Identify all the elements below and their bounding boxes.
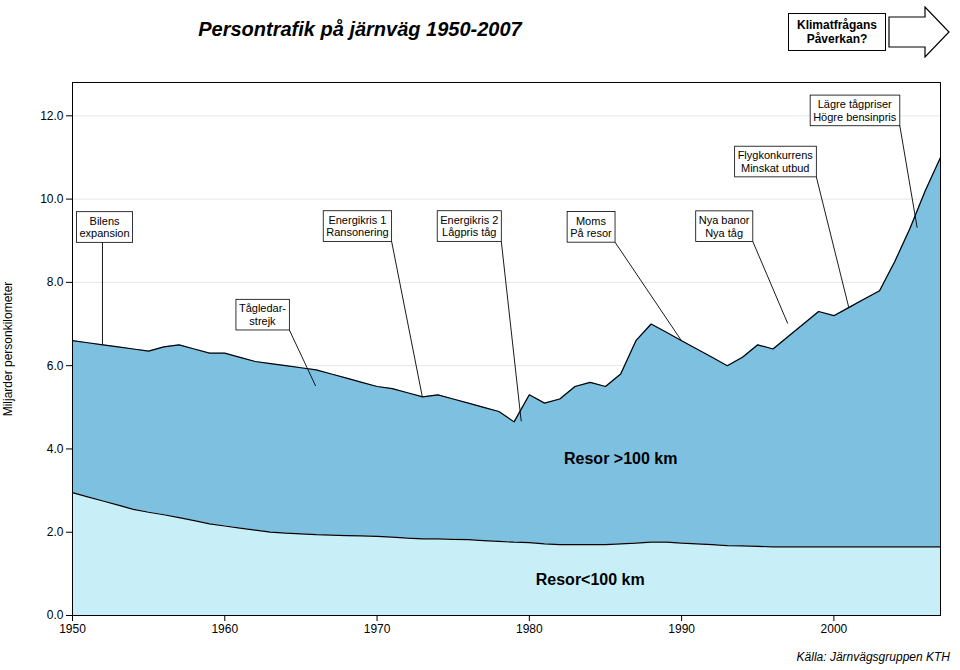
svg-text:6.0: 6.0 [47, 358, 64, 372]
svg-text:Energikris 2Lågpris tåg: Energikris 2Lågpris tåg [440, 214, 498, 239]
svg-text:2000: 2000 [821, 622, 848, 636]
svg-text:1970: 1970 [364, 622, 391, 636]
svg-text:10.0: 10.0 [40, 192, 64, 206]
svg-text:0.0: 0.0 [47, 608, 64, 622]
svg-text:1960: 1960 [211, 622, 238, 636]
svg-text:MomsPå resor: MomsPå resor [570, 215, 612, 240]
svg-text:8.0: 8.0 [47, 275, 64, 289]
svg-text:12.0: 12.0 [40, 109, 64, 123]
svg-text:2.0: 2.0 [47, 525, 64, 539]
svg-text:1990: 1990 [668, 622, 695, 636]
svg-text:1950: 1950 [59, 622, 86, 636]
svg-text:Resor<100 km: Resor<100 km [536, 571, 645, 588]
svg-text:Resor >100 km: Resor >100 km [564, 450, 677, 467]
svg-text:FlygkonkurrensMinskat utbud: FlygkonkurrensMinskat utbud [738, 149, 814, 174]
html-text:Källa: Järnvägsgruppen KTH: Källa: Järnvägsgruppen KTH [796, 650, 950, 664]
svg-text:Lägre tågpriserHögre bensinpri: Lägre tågpriserHögre bensinpris [813, 98, 897, 123]
svg-text:Energikris 1Ransonering: Energikris 1Ransonering [326, 214, 388, 239]
svg-text:Bilensexpansion: Bilensexpansion [79, 215, 129, 240]
html-text:Persontrafik på järnväg 1950-2: Persontrafik på järnväg 1950-2007 [198, 18, 522, 40]
svg-text:Miljarder personkilometer: Miljarder personkilometer [1, 282, 15, 417]
svg-text:4.0: 4.0 [47, 442, 64, 456]
svg-text:1980: 1980 [516, 622, 543, 636]
svg-text:Tågledar-strejk: Tågledar-strejk [239, 302, 286, 327]
html-text:Klimatfrågans Påverkan?: Klimatfrågans Påverkan? [797, 18, 877, 46]
svg-text:Nya banorNya tåg: Nya banorNya tåg [699, 214, 750, 239]
